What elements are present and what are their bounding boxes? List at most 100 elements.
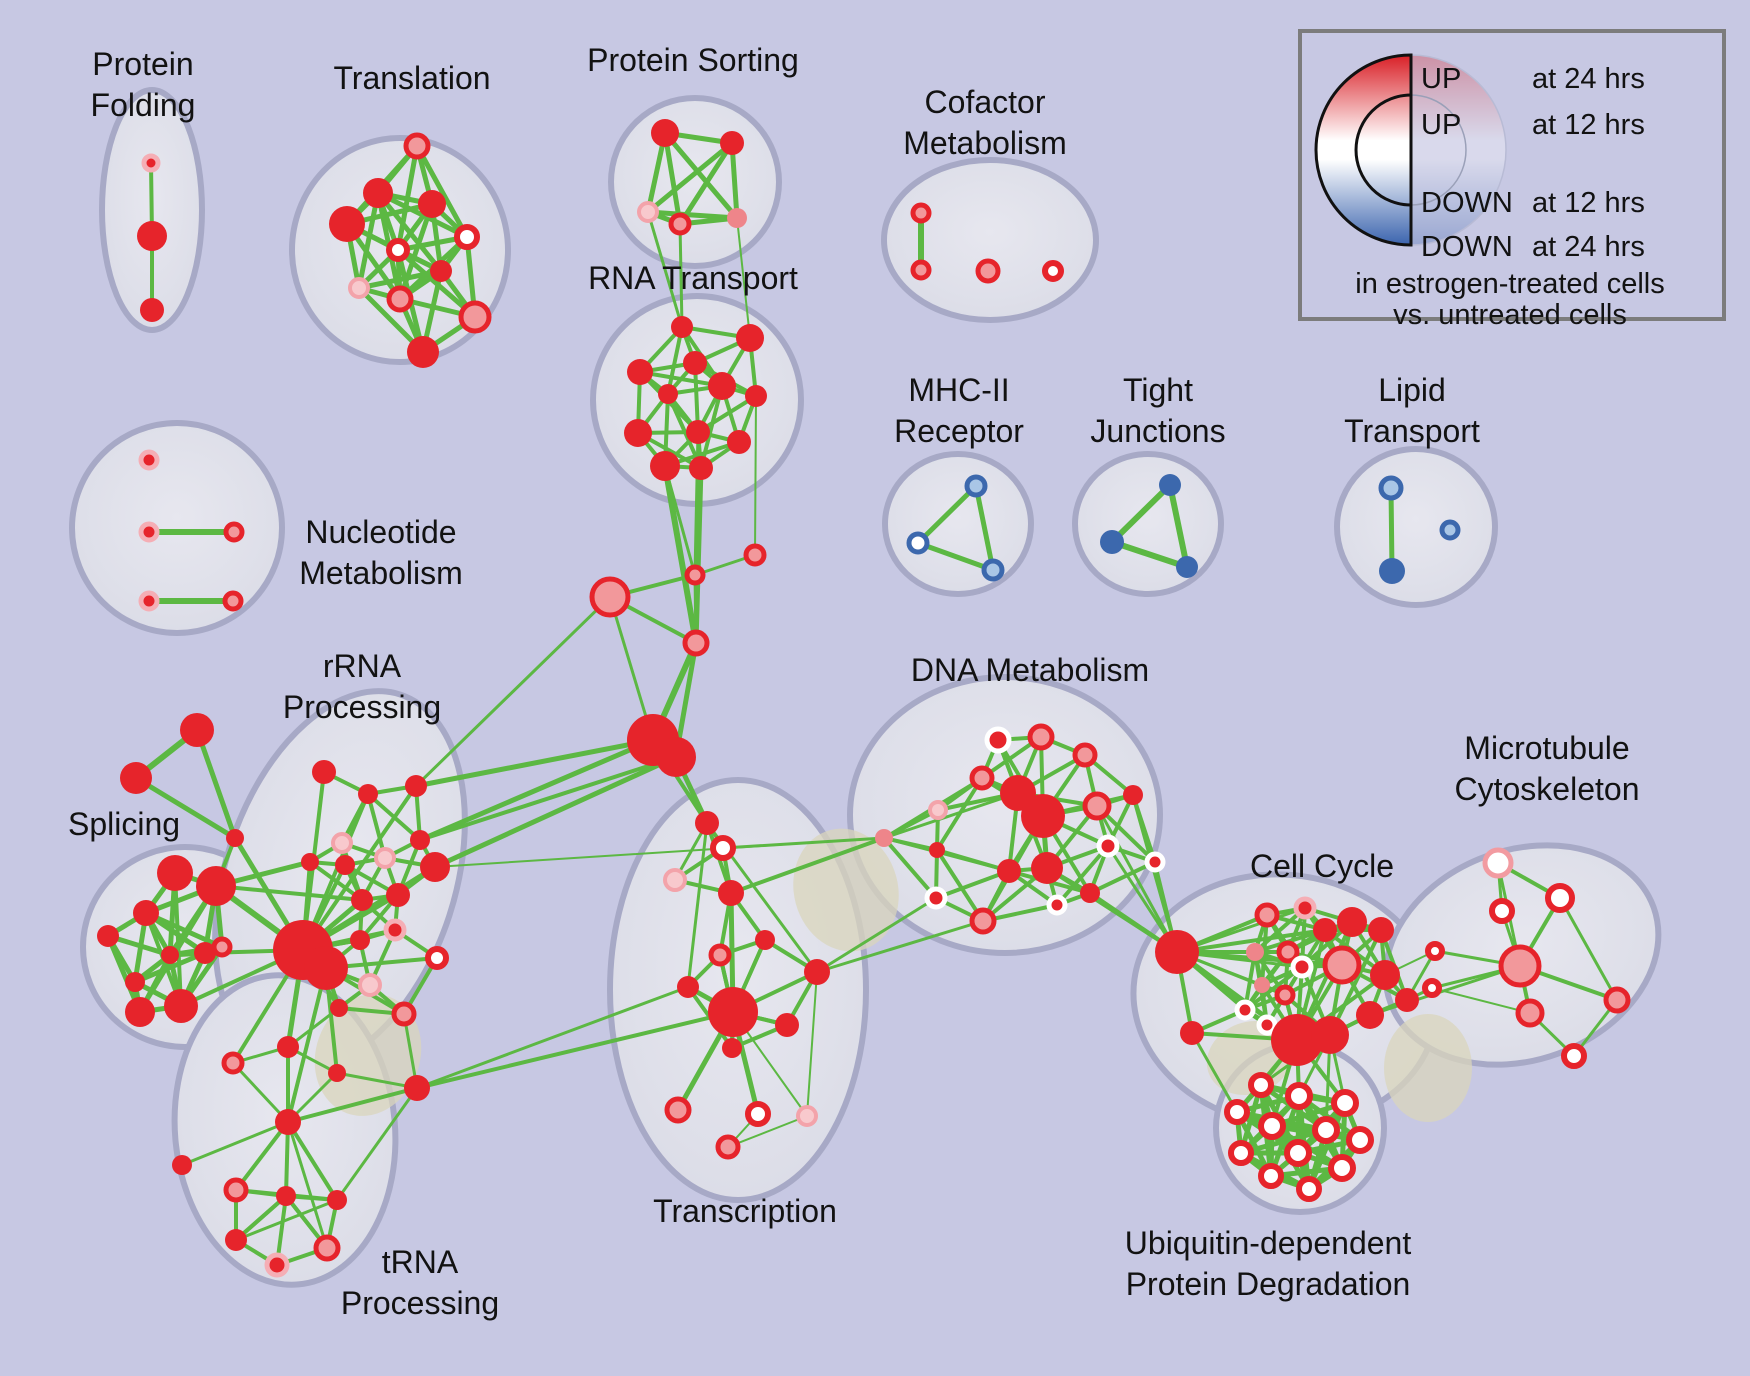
network-node[interactable] xyxy=(651,119,679,147)
network-node[interactable] xyxy=(386,883,410,907)
network-node[interactable] xyxy=(351,889,373,911)
network-node[interactable] xyxy=(1276,940,1300,964)
network-node[interactable] xyxy=(196,866,236,906)
network-node[interactable] xyxy=(223,1177,249,1203)
network-node[interactable] xyxy=(1274,984,1296,1006)
network-node[interactable] xyxy=(1159,474,1181,496)
network-node[interactable] xyxy=(981,558,1005,582)
network-node[interactable] xyxy=(403,132,431,160)
network-node[interactable] xyxy=(1545,883,1575,913)
network-node[interactable] xyxy=(120,762,152,794)
network-node[interactable] xyxy=(430,260,452,282)
network-node[interactable] xyxy=(374,847,396,869)
network-node[interactable] xyxy=(1254,902,1280,928)
network-node[interactable] xyxy=(1246,943,1264,961)
network-node[interactable] xyxy=(1422,978,1442,998)
network-node[interactable] xyxy=(404,1075,430,1101)
network-node[interactable] xyxy=(1027,723,1055,751)
network-node[interactable] xyxy=(684,564,706,586)
network-node[interactable] xyxy=(671,316,693,338)
network-node[interactable] xyxy=(1080,883,1100,903)
network-node[interactable] xyxy=(264,1252,290,1278)
network-node[interactable] xyxy=(984,726,1012,754)
network-node[interactable] xyxy=(658,384,678,404)
network-node[interactable] xyxy=(407,336,439,368)
network-node[interactable] xyxy=(1180,1021,1204,1045)
network-node[interactable] xyxy=(386,238,410,262)
network-node[interactable] xyxy=(1370,960,1400,990)
network-node[interactable] xyxy=(964,474,988,498)
network-node[interactable] xyxy=(718,880,744,906)
network-node[interactable] xyxy=(727,430,751,454)
network-node[interactable] xyxy=(589,576,631,618)
network-node[interactable] xyxy=(689,456,713,480)
network-node[interactable] xyxy=(1021,794,1065,838)
network-node[interactable] xyxy=(997,859,1021,883)
network-node[interactable] xyxy=(1096,834,1120,858)
network-node[interactable] xyxy=(875,829,893,847)
network-node[interactable] xyxy=(454,224,480,250)
network-node[interactable] xyxy=(161,946,179,964)
network-node[interactable] xyxy=(418,190,446,218)
network-node[interactable] xyxy=(736,324,764,352)
network-node[interactable] xyxy=(277,1036,299,1058)
network-node[interactable] xyxy=(329,206,365,242)
network-node[interactable] xyxy=(1046,894,1068,916)
network-node[interactable] xyxy=(410,830,430,850)
network-node[interactable] xyxy=(172,1155,192,1175)
network-node[interactable] xyxy=(405,775,427,797)
network-node[interactable] xyxy=(383,918,407,942)
network-node[interactable] xyxy=(221,1051,245,1075)
network-node[interactable] xyxy=(328,1064,346,1082)
network-node[interactable] xyxy=(313,1234,341,1262)
network-node[interactable] xyxy=(755,930,775,950)
network-node[interactable] xyxy=(348,277,370,299)
network-node[interactable] xyxy=(304,946,348,990)
network-node[interactable] xyxy=(363,178,393,208)
network-node[interactable] xyxy=(140,298,164,322)
network-node[interactable] xyxy=(1337,907,1367,937)
network-node[interactable] xyxy=(327,1190,347,1210)
network-node[interactable] xyxy=(1234,999,1256,1021)
network-node[interactable] xyxy=(720,131,744,155)
network-node[interactable] xyxy=(1290,955,1314,979)
network-node[interactable] xyxy=(1313,918,1337,942)
network-node[interactable] xyxy=(708,372,736,400)
network-node[interactable] xyxy=(686,420,710,444)
network-node[interactable] xyxy=(910,202,932,224)
network-node[interactable] xyxy=(1224,1099,1250,1125)
network-node[interactable] xyxy=(276,1186,296,1206)
network-node[interactable] xyxy=(656,737,696,777)
network-node[interactable] xyxy=(1284,1139,1312,1167)
network-node[interactable] xyxy=(1256,1014,1278,1036)
network-node[interactable] xyxy=(650,451,680,481)
network-node[interactable] xyxy=(1322,945,1362,985)
network-node[interactable] xyxy=(1285,1082,1313,1110)
network-node[interactable] xyxy=(1258,1112,1286,1140)
network-node[interactable] xyxy=(1248,1072,1274,1098)
network-node[interactable] xyxy=(1489,898,1515,924)
network-node[interactable] xyxy=(975,258,1001,284)
network-node[interactable] xyxy=(969,765,995,791)
network-node[interactable] xyxy=(1379,558,1405,584)
network-node[interactable] xyxy=(1439,519,1461,541)
network-node[interactable] xyxy=(663,868,687,892)
network-node[interactable] xyxy=(1328,1154,1356,1182)
network-node[interactable] xyxy=(745,1101,771,1127)
network-node[interactable] xyxy=(928,800,948,820)
network-node[interactable] xyxy=(222,590,244,612)
network-node[interactable] xyxy=(906,531,930,555)
network-node[interactable] xyxy=(211,936,233,958)
network-node[interactable] xyxy=(1100,530,1124,554)
network-node[interactable] xyxy=(708,987,758,1037)
network-node[interactable] xyxy=(225,1229,247,1251)
network-node[interactable] xyxy=(1395,988,1419,1012)
network-node[interactable] xyxy=(164,989,198,1023)
network-node[interactable] xyxy=(1176,556,1198,578)
network-node[interactable] xyxy=(1331,1089,1359,1117)
network-node[interactable] xyxy=(804,959,830,985)
network-node[interactable] xyxy=(335,855,355,875)
network-node[interactable] xyxy=(331,832,353,854)
network-node[interactable] xyxy=(358,784,378,804)
network-node[interactable] xyxy=(1155,930,1199,974)
